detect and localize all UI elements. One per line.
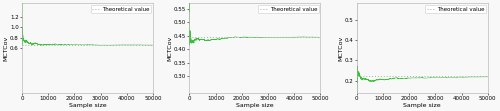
Y-axis label: MCTCov: MCTCov bbox=[168, 35, 172, 61]
Y-axis label: MCTCov: MCTCov bbox=[338, 35, 343, 61]
X-axis label: Sample size: Sample size bbox=[404, 103, 441, 108]
X-axis label: Sample size: Sample size bbox=[68, 103, 106, 108]
Y-axis label: MCTCov: MCTCov bbox=[4, 35, 8, 61]
Legend: Theoretical value: Theoretical value bbox=[258, 5, 318, 13]
Legend: Theoretical value: Theoretical value bbox=[426, 5, 486, 13]
X-axis label: Sample size: Sample size bbox=[236, 103, 274, 108]
Legend: Theoretical value: Theoretical value bbox=[90, 5, 152, 13]
